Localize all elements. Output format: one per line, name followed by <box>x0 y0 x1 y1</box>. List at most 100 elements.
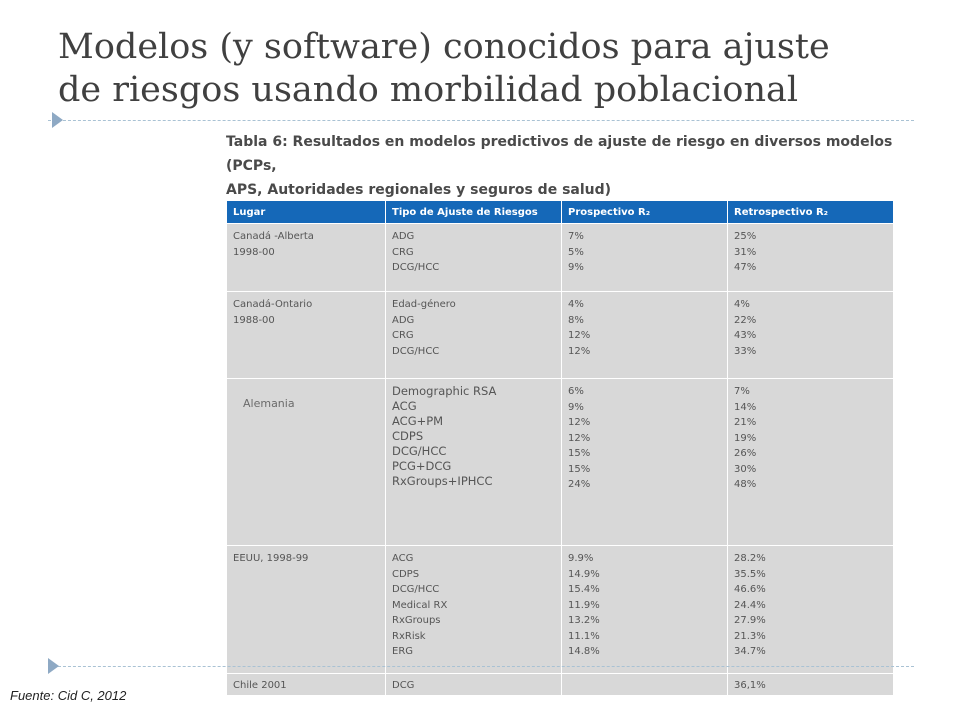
cell-text: 31% <box>734 246 757 258</box>
cell-text: Canadá -Alberta <box>233 231 314 242</box>
header-tipo: Tipo de Ajuste de Riesgos <box>385 200 562 224</box>
cell-text: ERG <box>392 646 414 657</box>
cell-tipo: ACG CDPS DCG/HCC Medical RX RxGroups RxR… <box>385 545 562 674</box>
cell-prospectivo: 7% 5% 9% <box>561 223 728 292</box>
cell-text: 9.9% <box>568 553 594 564</box>
table-caption-line-1: Tabla 6: Resultados en modelos predictiv… <box>226 134 893 174</box>
header-prospectivo: Prospectivo R₂ <box>561 200 728 224</box>
cell-text: 12% <box>568 432 591 444</box>
cell-text: 12% <box>568 345 591 357</box>
cell-text: 4% <box>568 299 584 310</box>
cell-text: DCG/HCC <box>392 444 447 458</box>
cell-text: 30% <box>734 463 757 475</box>
cell-text: 35.5% <box>734 568 766 580</box>
table-caption: Tabla 6: Resultados en modelos predictiv… <box>226 130 896 202</box>
cell-lugar: Alemania <box>226 378 386 546</box>
cell-text: 14.9% <box>568 568 600 580</box>
source-citation: Fuente: Cid C, 2012 <box>10 688 127 703</box>
cell-text: 21.3% <box>734 630 766 642</box>
cell-text: 48% <box>734 479 757 490</box>
cell-text: 7% <box>734 386 750 397</box>
cell-lugar: Chile 2001 <box>226 673 386 696</box>
bullet-arrow-icon <box>52 112 63 128</box>
cell-retrospectivo: 4% 22% 43% 33% <box>727 291 894 379</box>
cell-text: CRG <box>392 246 414 258</box>
title-divider <box>48 120 914 121</box>
cell-text: ACG+PM <box>392 414 444 428</box>
cell-text: 15.4% <box>568 584 600 595</box>
cell-text: PCG+DCG <box>392 459 452 473</box>
header-lugar: Lugar <box>226 200 386 224</box>
cell-text: 46.6% <box>734 584 766 595</box>
cell-text: 15% <box>568 448 591 459</box>
cell-text: CDPS <box>392 429 424 443</box>
header-retrospectivo: Retrospectivo R₂ <box>727 200 894 224</box>
cell-text: Medical RX <box>392 599 448 611</box>
cell-text: 25% <box>734 231 757 242</box>
cell-lugar: EEUU, 1998-99 <box>226 545 386 674</box>
cell-text: 27.9% <box>734 615 766 626</box>
results-table: Lugar Tipo de Ajuste de Riesgos Prospect… <box>226 200 894 696</box>
cell-text: 26% <box>734 448 757 459</box>
table-row: EEUU, 1998-99 ACG CDPS DCG/HCC Medical R… <box>226 545 894 674</box>
cell-text: 13.2% <box>568 615 600 626</box>
cell-text: Demographic RSA <box>392 384 497 398</box>
cell-retrospectivo: 7% 14% 21% 19% 26% 30% 48% <box>727 378 894 546</box>
cell-text: 24.4% <box>734 599 766 611</box>
cell-text: 12% <box>568 417 591 428</box>
cell-text: 1988-00 <box>233 314 275 326</box>
cell-text: ACG <box>392 399 417 413</box>
cell-text: RxGroups <box>392 615 441 626</box>
cell-text: DCG/HCC <box>392 345 440 357</box>
cell-text: 7% <box>568 231 584 242</box>
cell-lugar: Canadá-Ontario 1988-00 <box>226 291 386 379</box>
cell-text: ADG <box>392 314 415 326</box>
cell-text: RxRisk <box>392 630 426 642</box>
cell-text: 43% <box>734 330 757 341</box>
cell-text: 9% <box>568 262 584 273</box>
cell-text: 4% <box>734 299 750 310</box>
cell-text: ADG <box>392 231 415 242</box>
table-header-row: Lugar Tipo de Ajuste de Riesgos Prospect… <box>226 200 894 224</box>
cell-text: CRG <box>392 330 414 341</box>
cell-retrospectivo: 25% 31% 47% <box>727 223 894 292</box>
cell-text: 14.8% <box>568 646 600 657</box>
cell-text: 5% <box>568 246 584 258</box>
cell-prospectivo: 9.9% 14.9% 15.4% 11.9% 13.2% 11.1% 14.8% <box>561 545 728 674</box>
cell-retrospectivo: 36,1% <box>727 673 894 696</box>
table-row: Chile 2001 DCG 36,1% <box>226 673 894 696</box>
cell-tipo: Edad-género ADG CRG DCG/HCC <box>385 291 562 379</box>
table-row: Alemania Demographic RSA ACG ACG+PM CDPS… <box>226 378 894 546</box>
cell-text: 24% <box>568 479 591 490</box>
cell-text: 36,1% <box>734 680 766 691</box>
cell-text: 21% <box>734 417 757 428</box>
table-caption-line-2: APS, Autoridades regionales y seguros de… <box>226 182 612 198</box>
slide-title-line-1: Modelos (y software) conocidos para ajus… <box>58 27 830 67</box>
cell-text: ACG <box>392 553 414 564</box>
slide-title-line-2: de riesgos usando morbilidad poblacional <box>58 70 799 110</box>
cell-text: 28.2% <box>734 553 766 564</box>
cell-text: DCG/HCC <box>392 584 440 595</box>
cell-text: 19% <box>734 432 757 444</box>
cell-text: 22% <box>734 314 757 326</box>
cell-text: 11.9% <box>568 599 600 611</box>
cell-tipo: Demographic RSA ACG ACG+PM CDPS DCG/HCC … <box>385 378 562 546</box>
cell-text: Edad-género <box>392 299 456 310</box>
footer-divider <box>48 666 914 667</box>
cell-lugar: Canadá -Alberta 1998-00 <box>226 223 386 292</box>
table-row: Canadá-Ontario 1988-00 Edad-género ADG C… <box>226 291 894 379</box>
cell-text: 12% <box>568 330 591 341</box>
cell-prospectivo: 6% 9% 12% 12% 15% 15% 24% <box>561 378 728 546</box>
cell-retrospectivo: 28.2% 35.5% 46.6% 24.4% 27.9% 21.3% 34.7… <box>727 545 894 674</box>
cell-text: DCG <box>392 680 415 691</box>
cell-prospectivo: 4% 8% 12% 12% <box>561 291 728 379</box>
cell-prospectivo <box>561 673 728 696</box>
cell-text: 33% <box>734 345 757 357</box>
cell-text: 1998-00 <box>233 246 275 258</box>
cell-text: Chile 2001 <box>233 680 287 691</box>
cell-text: 9% <box>568 401 584 413</box>
cell-text: 34.7% <box>734 646 766 657</box>
slide-title: Modelos (y software) conocidos para ajus… <box>58 26 918 112</box>
cell-text: RxGroups+IPHCC <box>392 474 493 488</box>
cell-text: 14% <box>734 401 757 413</box>
